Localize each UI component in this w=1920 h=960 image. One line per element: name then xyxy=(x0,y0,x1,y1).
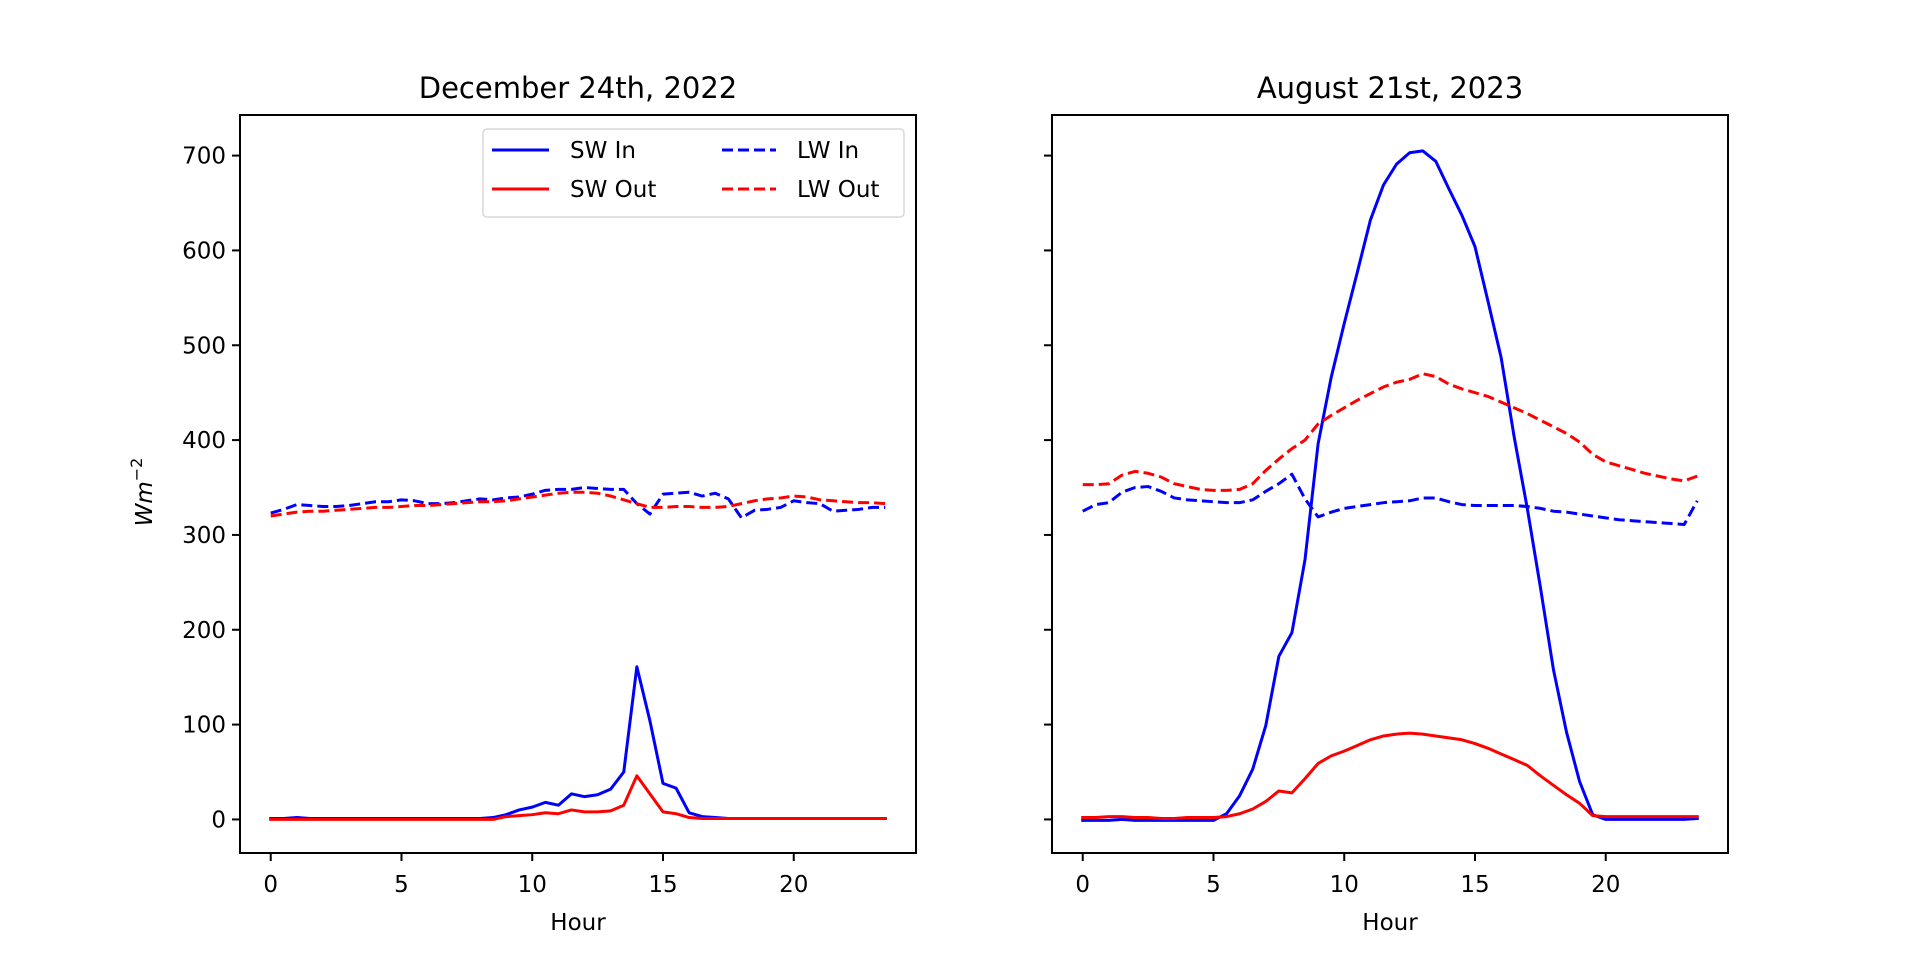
legend-entry-sw-in: SW In xyxy=(492,138,636,164)
x-tick-label: 15 xyxy=(648,872,677,898)
y-tick-label: 200 xyxy=(182,618,226,644)
x-tick-label: 20 xyxy=(1591,872,1620,898)
y-tick-label: 700 xyxy=(182,144,226,170)
series-line-sw-out xyxy=(269,774,887,821)
legend-label-lw-out: LW Out xyxy=(797,177,879,203)
series-line-sw-out xyxy=(1081,731,1699,820)
x-tick-label: 0 xyxy=(1075,872,1090,898)
series-layer xyxy=(1081,149,1699,822)
x-tick-label: 15 xyxy=(1460,872,1489,898)
x-tick-label: 5 xyxy=(394,872,409,898)
x-tick-label: 10 xyxy=(1330,872,1359,898)
x-tick-label: 0 xyxy=(263,872,278,898)
legend-entry-lw-in: LW In xyxy=(722,138,859,164)
series-line-lw-out xyxy=(270,490,886,518)
y-tick-label: 0 xyxy=(211,807,226,833)
y-tick-label: 500 xyxy=(182,333,226,359)
x-axis-label: Hour xyxy=(1362,910,1418,936)
series-layer xyxy=(269,486,887,821)
x-axis-label: Hour xyxy=(550,910,606,936)
legend-label-sw-in: SW In xyxy=(570,138,636,164)
subplot-title: December 24th, 2022 xyxy=(419,71,738,105)
y-tick-label: 400 xyxy=(182,428,226,454)
axes-layer: 0 5 10 15 20 xyxy=(1044,114,1729,898)
axes-frame xyxy=(239,114,917,854)
legend: SW In SW Out LW In LW Out xyxy=(482,128,905,218)
y-tick-label: 100 xyxy=(182,713,226,739)
y-axis-label-base: Wm xyxy=(132,481,158,526)
legend-label-lw-in: LW In xyxy=(797,138,859,164)
y-tick-label: 300 xyxy=(182,523,226,549)
x-tick-label: 10 xyxy=(518,872,547,898)
legend-entry-lw-out: LW Out xyxy=(722,177,879,203)
x-tick-label: 20 xyxy=(779,872,808,898)
subplot-title: August 21st, 2023 xyxy=(1257,71,1523,105)
legend-label-sw-out: SW Out xyxy=(570,177,656,203)
legend-box xyxy=(482,128,905,218)
y-axis-label-exponent: −2 xyxy=(127,458,146,482)
legend-entry-sw-out: SW Out xyxy=(492,177,656,203)
subplot-december: December 24th, 2022 0 5 10 15 20010020030040… xyxy=(127,71,917,936)
axes-frame xyxy=(1051,114,1729,854)
y-tick-label: 600 xyxy=(182,238,226,264)
x-tick-label: 5 xyxy=(1206,872,1221,898)
y-axis-label: Wm−2 xyxy=(127,458,158,527)
series-line-lw-in xyxy=(270,486,886,520)
subplot-august: August 21st, 2023 0 5 10 15 20 Hour xyxy=(1044,71,1729,936)
